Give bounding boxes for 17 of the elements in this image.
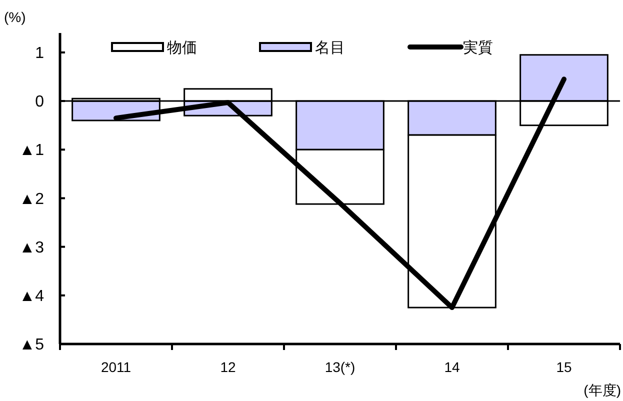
- x-tick-label: 12: [220, 359, 236, 375]
- x-tick-label: 15: [556, 359, 572, 375]
- legend-label: 実質: [463, 39, 493, 56]
- y-axis-title: (%): [4, 9, 26, 25]
- x-tick-label: 2011: [100, 359, 132, 375]
- y-tick-label: ▲4: [19, 288, 44, 306]
- y-tick-label: 0: [35, 94, 44, 111]
- legend-label: 名目: [315, 39, 345, 56]
- x-tick-label: 14: [444, 359, 460, 375]
- x-tick-label: 13(*): [324, 359, 356, 375]
- y-tick-label: ▲5: [19, 336, 44, 354]
- y-tick-label: ▲3: [19, 239, 44, 256]
- legend-label: 物価: [167, 39, 197, 56]
- y-tick-label: ▲2: [19, 190, 44, 208]
- y-tick-label: 1: [35, 45, 44, 62]
- y-tick-label: ▲1: [19, 142, 44, 160]
- x-axis-title: (年度): [584, 382, 621, 398]
